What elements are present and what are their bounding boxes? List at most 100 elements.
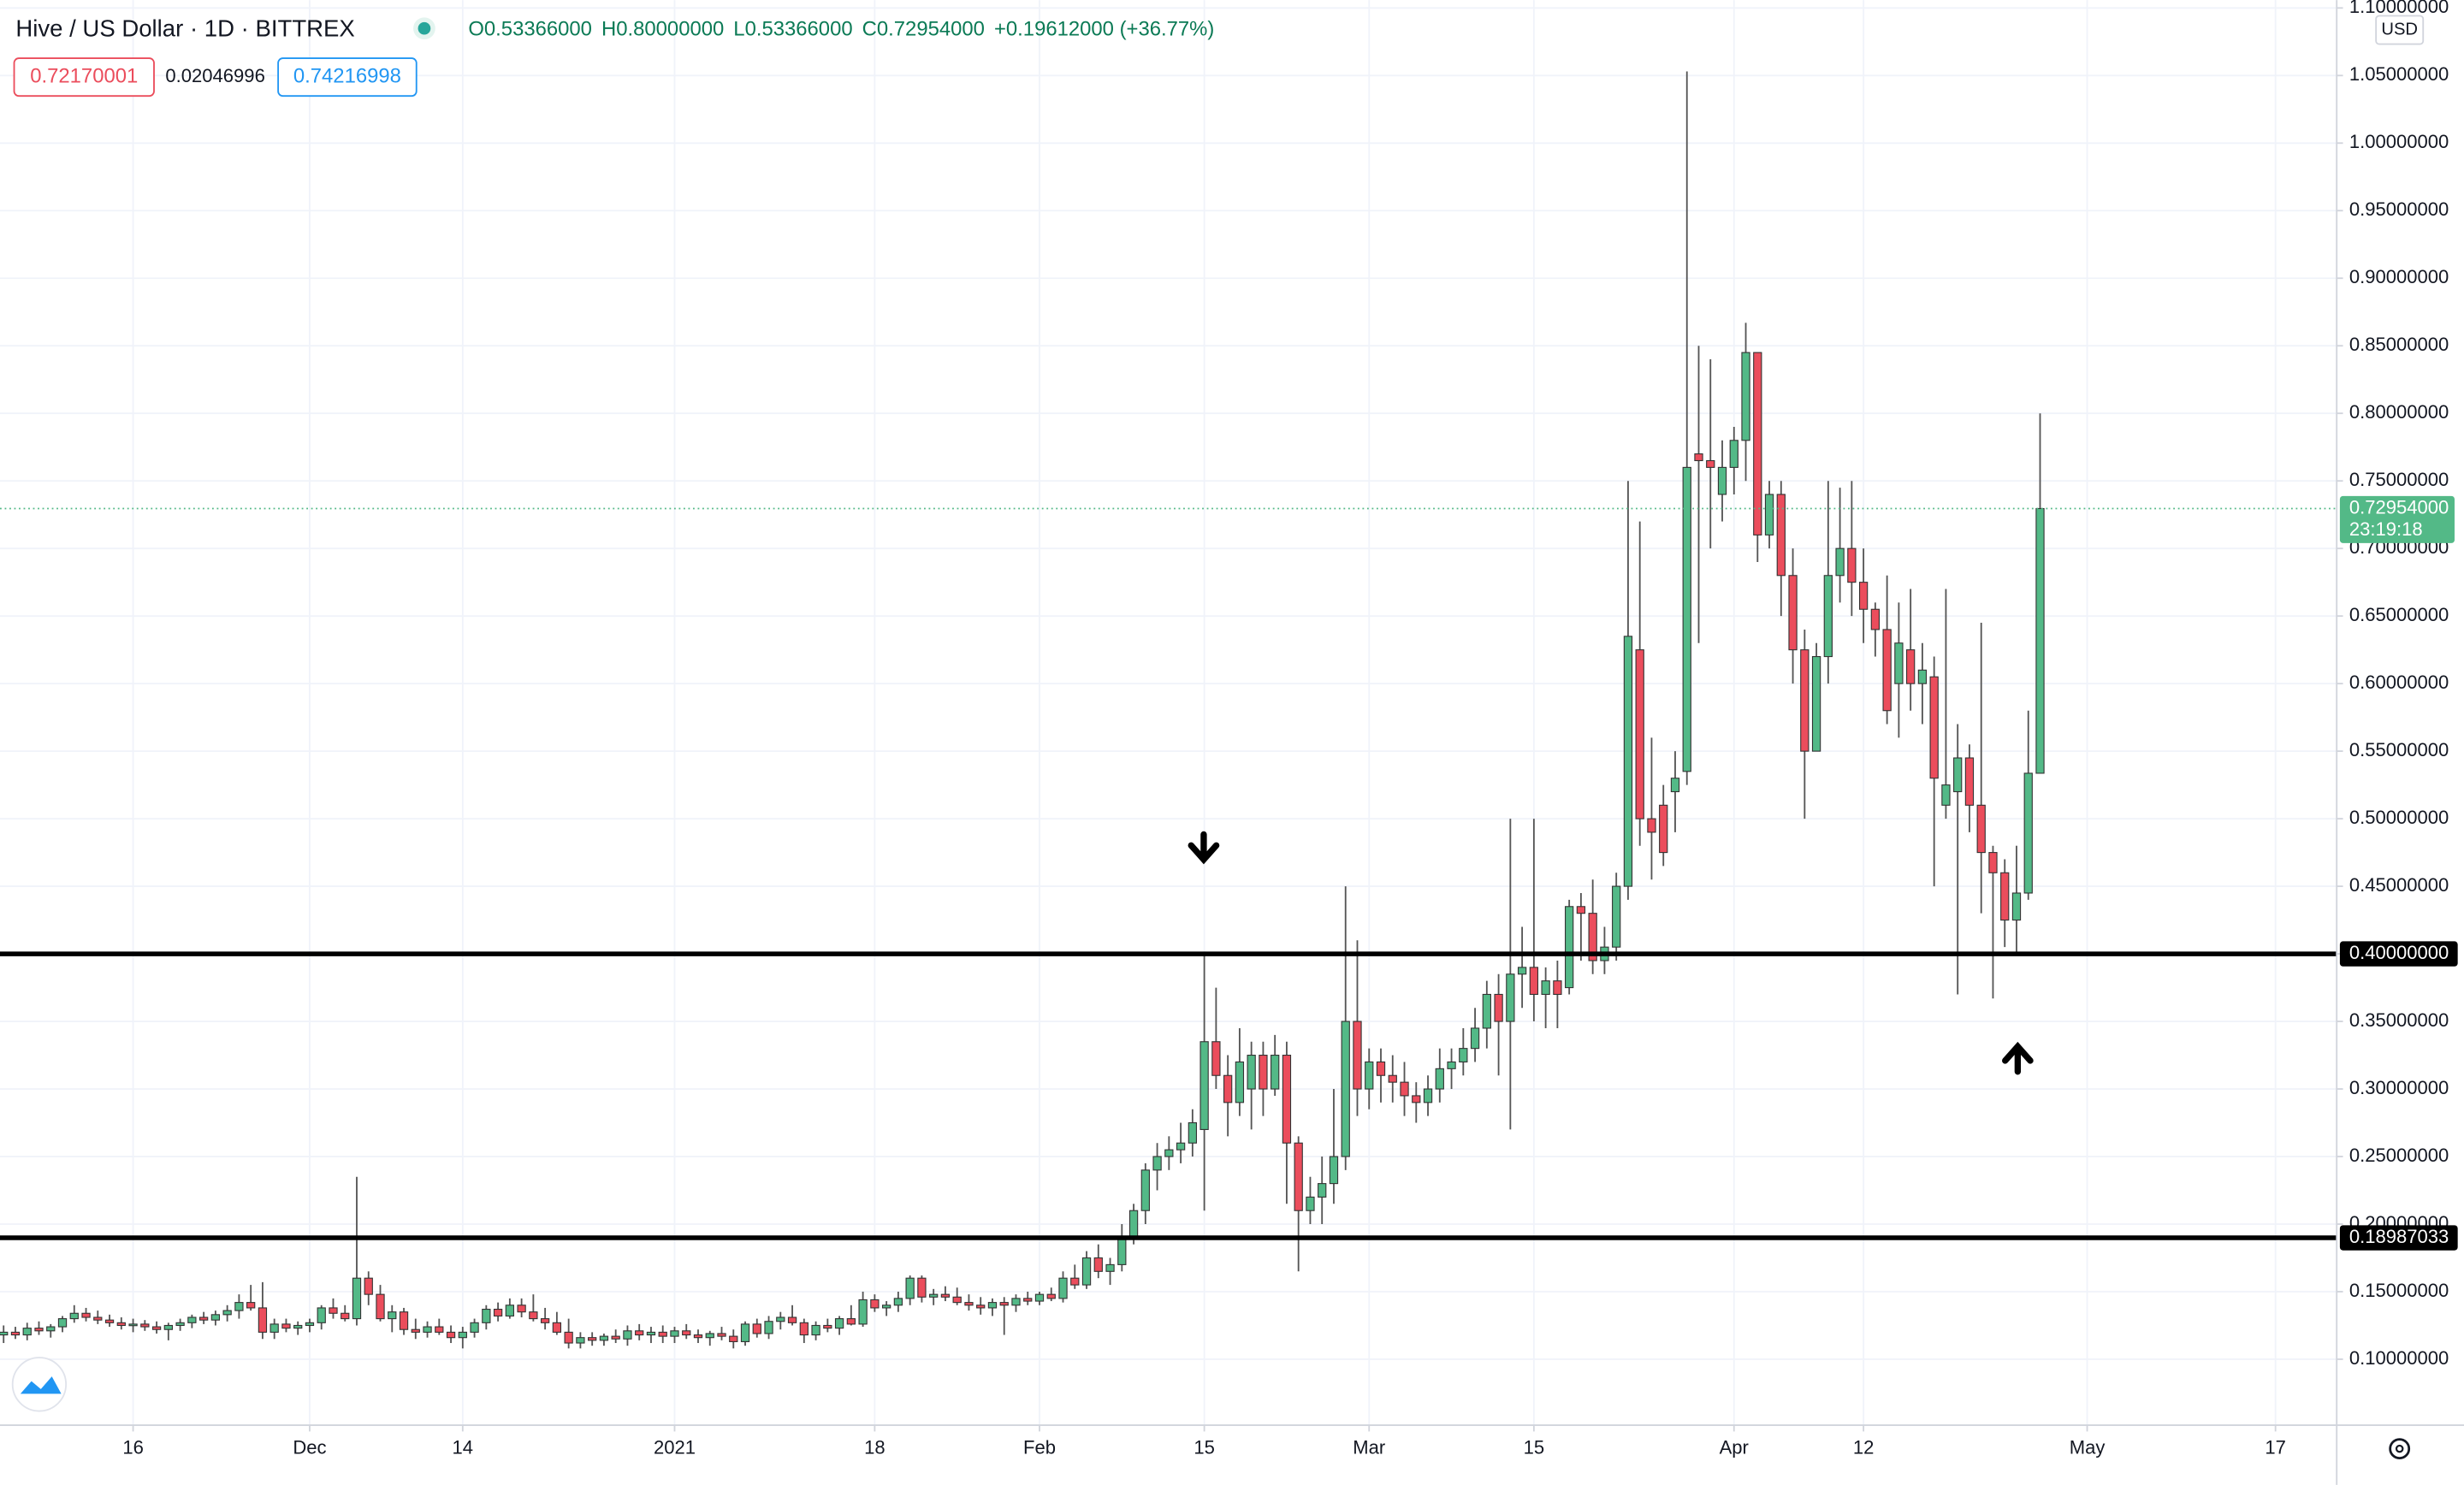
candle-body — [623, 1330, 632, 1340]
candle-body — [976, 1305, 986, 1309]
candle-body — [1729, 440, 1738, 468]
candle-body — [505, 1305, 514, 1316]
candle-body — [1388, 1074, 1397, 1083]
symbol-title: Hive / US Dollar · 1D · BITTREX — [15, 15, 354, 41]
y-tick-label: 0.25000000 — [2349, 1145, 2449, 1166]
candle-body — [1140, 1169, 1150, 1211]
candle-body — [1835, 547, 1845, 577]
ohlc-value: O0.53366000 — [468, 17, 592, 40]
candle-body — [151, 1326, 162, 1330]
candle-body — [881, 1305, 891, 1309]
candle-body — [57, 1318, 68, 1328]
candle-body — [517, 1305, 526, 1313]
candle-body — [564, 1331, 573, 1344]
y-tick-label: 0.85000000 — [2349, 334, 2449, 355]
x-tick-label: May — [2070, 1436, 2106, 1458]
candle-body — [999, 1302, 1009, 1306]
candle-body — [1953, 757, 1963, 793]
settings-gear[interactable] — [2389, 1438, 2411, 1460]
candle-body — [1529, 967, 1539, 996]
candle-body — [1764, 494, 1774, 535]
candle-body — [1741, 352, 1750, 441]
candle-body — [258, 1307, 268, 1333]
candle-body — [1811, 655, 1821, 752]
candle-body — [246, 1302, 256, 1309]
candle-body — [717, 1333, 726, 1337]
y-tick-label: 0.50000000 — [2349, 807, 2449, 828]
candle-body — [1717, 466, 1727, 495]
candle-body — [952, 1296, 962, 1304]
candle-body — [1423, 1088, 1433, 1103]
candle-body — [670, 1330, 679, 1337]
candle-body — [1235, 1061, 1245, 1103]
grid — [0, 0, 2337, 1426]
candle-body — [1870, 608, 1881, 630]
candle-body — [1152, 1156, 1162, 1171]
candle-body — [1034, 1293, 1045, 1302]
candle-body — [0, 1331, 9, 1336]
candle-body — [740, 1323, 750, 1342]
candle-body — [752, 1323, 761, 1334]
candle-body — [293, 1324, 303, 1329]
bar-countdown: 23:19:18 — [2349, 518, 2423, 540]
candle-body — [1259, 1054, 1268, 1090]
candle-body — [1659, 804, 1668, 854]
candle-body — [435, 1326, 444, 1333]
candle-body — [1376, 1061, 1386, 1076]
x-tick-label: Mar — [1353, 1436, 1385, 1458]
y-tick-label: 1.00000000 — [2349, 131, 2449, 152]
candle-body — [423, 1326, 432, 1333]
currency-box[interactable] — [2375, 15, 2425, 45]
candle-body — [987, 1302, 998, 1309]
last-price-label: 0.72954000 — [2349, 496, 2449, 518]
candle-body — [329, 1307, 338, 1314]
y-tick-label: 0.45000000 — [2349, 874, 2449, 896]
candle-body — [1329, 1156, 1339, 1185]
candle-body — [1576, 906, 1586, 914]
horizontal-line-tag — [2339, 1225, 2458, 1251]
ohlc-value: L0.53366000 — [733, 17, 852, 40]
candle-body — [1011, 1298, 1021, 1306]
candle-body — [364, 1277, 373, 1295]
candle-body — [870, 1299, 880, 1309]
candle-body — [1247, 1054, 1256, 1090]
x-tick-label: 12 — [1853, 1436, 1875, 1458]
candle-body — [1058, 1277, 1068, 1299]
candle-body — [1506, 973, 1515, 1022]
candle-body — [352, 1277, 362, 1320]
candle-body — [1941, 784, 1951, 806]
x-tick-label: 18 — [864, 1436, 886, 1458]
candle-body — [399, 1311, 409, 1330]
y-tick-label: 0.60000000 — [2349, 672, 2449, 693]
x-tick-label: Apr — [1720, 1436, 1749, 1458]
x-tick-label: 16 — [122, 1436, 144, 1458]
logo-badge[interactable] — [11, 1357, 68, 1412]
candle-body — [1517, 967, 1527, 975]
candle-body — [281, 1323, 291, 1329]
candle-body — [858, 1299, 868, 1325]
ask-box[interactable] — [277, 57, 418, 98]
candle-body — [1318, 1183, 1327, 1198]
candle-body — [1694, 453, 1703, 462]
candle-body — [705, 1333, 714, 1339]
candle-body — [1553, 980, 1562, 996]
candle-body — [446, 1331, 456, 1339]
y-tick-label: 0.65000000 — [2349, 604, 2449, 625]
candle-body — [1070, 1277, 1080, 1286]
candle-body — [1706, 459, 1715, 468]
candle-body — [1565, 906, 1574, 989]
status-dot — [418, 21, 431, 35]
candle-body — [811, 1324, 820, 1336]
candles — [0, 71, 2045, 1349]
candle-body — [1270, 1054, 1280, 1090]
candle-body — [576, 1337, 585, 1344]
up-arrow — [2002, 1041, 2034, 1075]
candle-body — [458, 1331, 467, 1339]
down-arrow — [1188, 831, 1220, 865]
candle-body — [81, 1312, 91, 1318]
candle-body — [776, 1316, 785, 1322]
bid-box[interactable] — [13, 57, 155, 98]
spread: 0.02046996 — [165, 65, 264, 86]
candle-body — [116, 1322, 126, 1327]
candle-body — [1682, 466, 1691, 772]
